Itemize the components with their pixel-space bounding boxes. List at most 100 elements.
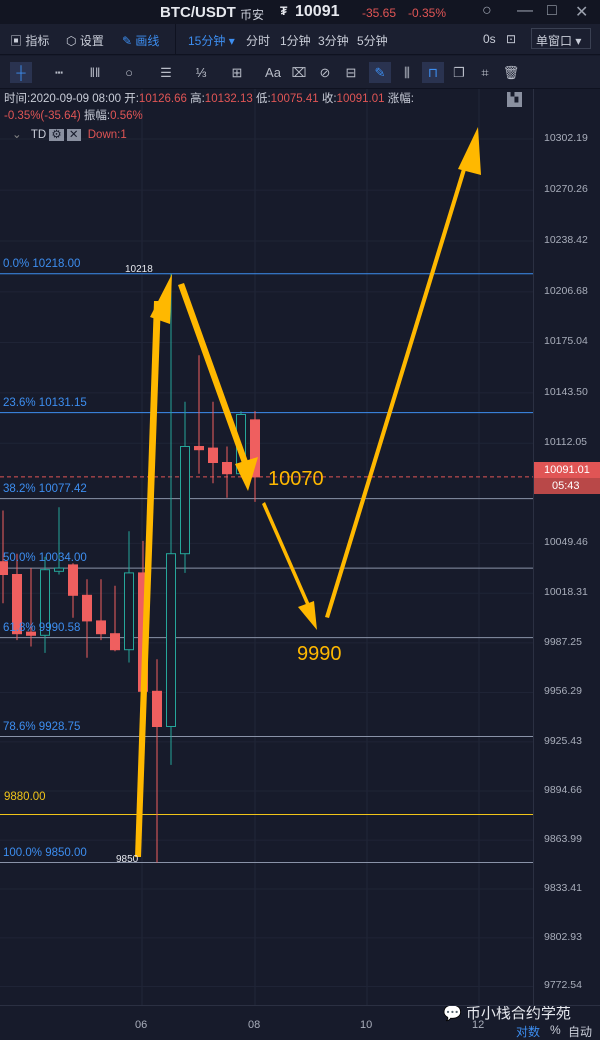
interval-3m[interactable]: 3分钟 [318, 34, 349, 48]
interval-timeshare[interactable]: 分时 [246, 34, 271, 48]
circle-icon[interactable]: ○ [125, 65, 133, 80]
candle-body [0, 561, 8, 576]
minimize-icon[interactable]: — [517, 2, 533, 19]
magnet-icon[interactable]: ⊘ [319, 65, 331, 80]
candle[interactable] [222, 446, 232, 498]
time-value: 2020-09-09 08:00 [30, 93, 122, 105]
window-mode-select[interactable]: 单窗口 ▾ [531, 28, 591, 49]
pen-icon: ✎ [122, 34, 133, 48]
candles-icon[interactable]: ⫼ [404, 65, 410, 80]
price-tick: 10206.68 [544, 284, 588, 297]
candle-body [208, 447, 218, 464]
price-tick: 10270.26 [544, 183, 588, 196]
candle[interactable] [26, 568, 36, 647]
draw-label: 画线 [135, 34, 160, 48]
search-icon[interactable]: ○ [482, 2, 492, 19]
candle-body [250, 419, 260, 478]
price-tick: 9863.99 [544, 833, 582, 846]
candle[interactable] [194, 355, 204, 474]
candle[interactable] [208, 401, 218, 484]
text-icon[interactable]: Aa [265, 65, 281, 80]
chevron-down-icon[interactable]: ⌄ [12, 129, 22, 141]
candle-body [96, 620, 106, 635]
parallel-lines-icon[interactable]: ☰ [160, 65, 172, 80]
trash-icon[interactable]: 🗑 [502, 65, 520, 80]
candle[interactable] [110, 585, 120, 652]
indicators-button[interactable]: ▣ 指标 [10, 32, 49, 49]
arrow-down-1 [178, 283, 250, 469]
draw-button[interactable]: ✎ 画线 [122, 32, 159, 49]
annotation-10070: 10070 [268, 468, 324, 490]
collapse-icon[interactable]: ▚ [507, 92, 522, 107]
eraser-icon[interactable]: ⌧ [291, 65, 307, 80]
price-tick: 10049.46 [544, 536, 588, 549]
candle[interactable] [250, 411, 260, 502]
price-tick: 9894.66 [544, 784, 582, 797]
candle-body [180, 446, 190, 555]
candle[interactable] [12, 553, 22, 641]
drawing-toolbar: ┼ ┅ ‖‖ ○ ☰ ⅓ ⊞ Aa ⌧ ⊘ ⊟ ✎ ⫼ ⊓ ❐ ⌗ 🗑 [0, 56, 600, 89]
title-bar: BTC/USDT 币安 ₮ 10091 -35.65 -0.35% ○ — □ … [0, 0, 600, 24]
settings-button[interactable]: ⬡ 设置 [66, 32, 104, 49]
candle[interactable] [82, 579, 92, 658]
log-scale-toggle[interactable]: 对数 [516, 1025, 541, 1039]
candle[interactable] [54, 507, 64, 575]
high-mark: 10218 [125, 264, 153, 275]
auto-toggle[interactable]: 自动 [568, 1025, 593, 1039]
low-label: 低: [255, 93, 271, 105]
wave-icon[interactable]: ⅓ [195, 65, 207, 80]
candle[interactable] [124, 531, 134, 663]
pen-icon[interactable]: ✎ [369, 62, 391, 83]
price-tick: 9833.41 [544, 882, 582, 895]
time-axis[interactable]: 06 08 10 12 对数 % 自动 [0, 1005, 600, 1040]
crosshair-icon[interactable]: ┼ [10, 62, 32, 83]
vertical-lines-icon[interactable]: ‖‖ [89, 65, 101, 80]
candle[interactable] [180, 401, 190, 573]
candle[interactable] [0, 510, 8, 604]
candle[interactable] [152, 659, 162, 863]
edit-icon[interactable]: ⌗ [481, 65, 489, 80]
interval-1m[interactable]: 1分钟 [280, 34, 311, 48]
lock-icon[interactable]: ⊓ [422, 62, 444, 83]
high-label: 高: [190, 93, 205, 105]
bar-countdown-tag: 05:43 [534, 478, 600, 494]
arrow-up-1 [135, 301, 161, 857]
price-chart[interactable] [0, 89, 533, 1005]
change-label: 涨幅: [387, 93, 414, 105]
candle-body [54, 567, 64, 572]
x-tick: 06 [135, 1019, 148, 1031]
ruler-icon[interactable]: ⊟ [345, 65, 357, 80]
candle[interactable] [166, 273, 176, 765]
ruler-h-icon[interactable]: ┅ [55, 65, 63, 80]
price-tick: 10143.50 [544, 385, 588, 398]
amplitude-value: 0.56% [110, 110, 143, 122]
gear-icon[interactable]: ⚙ [49, 129, 64, 141]
candle-body [82, 594, 92, 622]
arrowhead-up-2 [458, 127, 481, 175]
candle-body [40, 569, 50, 636]
hline-label: 9880.00 [4, 791, 46, 803]
price-tick: 10112.05 [544, 436, 588, 449]
frame-icon[interactable]: ⊞ [231, 65, 243, 80]
copy-icon[interactable]: ❐ [453, 65, 465, 80]
maximize-icon[interactable]: □ [547, 2, 557, 19]
low-mark: 9850 [116, 854, 139, 865]
chart-icon: ▣ [10, 34, 23, 48]
price-change: -35.65 [362, 6, 397, 20]
candle-body [152, 690, 162, 728]
change-value: -0.35%(-35.64) [4, 110, 81, 122]
candle-body [110, 633, 120, 651]
wechat-icon: 💬 [443, 1005, 462, 1022]
candle[interactable] [68, 563, 78, 618]
price-tick: 10238.42 [544, 234, 588, 247]
interval-5m[interactable]: 5分钟 [357, 34, 388, 48]
new-window-icon[interactable]: ⊡ [506, 32, 517, 46]
percent-toggle[interactable]: % [550, 1023, 561, 1037]
price-axis[interactable]: 10302.19 10270.26 10238.42 10206.68 10175.04… [533, 89, 600, 1005]
candle[interactable] [96, 579, 106, 641]
close-icon[interactable]: ✕ [575, 4, 589, 21]
interval-15m[interactable]: 15分钟 ▾ [188, 32, 235, 49]
candle[interactable] [40, 556, 50, 653]
divider [175, 24, 176, 55]
close-icon[interactable]: ✕ [66, 129, 81, 141]
